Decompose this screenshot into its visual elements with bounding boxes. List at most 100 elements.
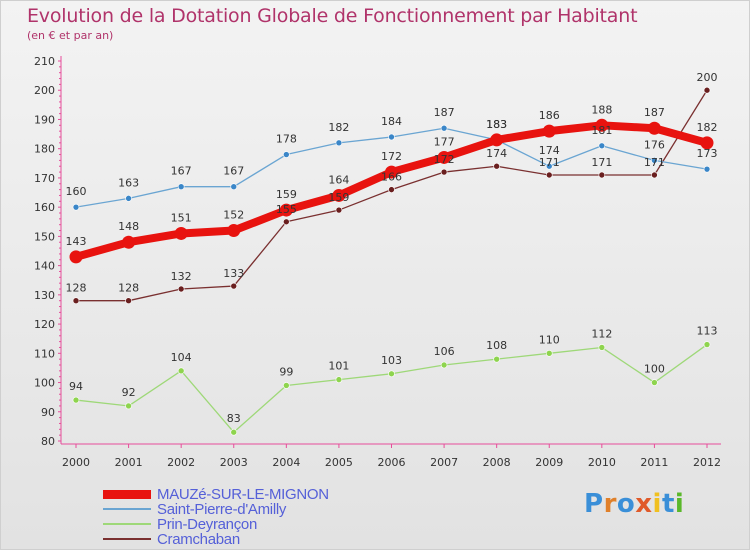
data-point-1 xyxy=(125,195,132,202)
data-label: 143 xyxy=(66,235,87,248)
x-tick-label: 2001 xyxy=(115,456,143,469)
legend-swatch-cramchaban xyxy=(103,538,151,540)
data-label: 187 xyxy=(644,106,665,119)
data-point-2 xyxy=(283,382,290,389)
legend-label-saint-pierre: Saint-Pierre-d'Amilly xyxy=(157,500,287,518)
legend-item-cramchaban: Cramchaban xyxy=(103,530,240,548)
logo-letter: x xyxy=(635,489,653,519)
data-label: 112 xyxy=(591,327,612,340)
y-tick-label: 180 xyxy=(34,143,55,156)
data-labels: 143 148 151 152 159 164 172 177 183 186 188 187 182 1… xyxy=(66,71,718,425)
data-point-3 xyxy=(230,282,238,290)
y-tick-label: 170 xyxy=(34,172,55,185)
data-point-3 xyxy=(651,171,658,179)
data-label: 133 xyxy=(223,267,244,280)
logo-letter: i xyxy=(652,489,662,519)
x-tick-label: 2007 xyxy=(430,456,458,469)
data-point-1 xyxy=(651,157,658,164)
data-label: 171 xyxy=(591,156,612,169)
data-point-0 xyxy=(647,121,661,135)
data-label: 181 xyxy=(591,124,612,137)
x-tick-label: 2005 xyxy=(325,456,353,469)
series-lines xyxy=(72,89,711,433)
legend-label-cramchaban: Cramchaban xyxy=(157,530,240,548)
data-point-3 xyxy=(598,171,606,179)
data-label: 173 xyxy=(697,147,718,160)
data-point-1 xyxy=(703,165,711,173)
data-point-2 xyxy=(388,370,395,378)
logo-letter: P xyxy=(584,489,604,519)
data-point-2 xyxy=(651,379,658,386)
data-point-2 xyxy=(703,341,711,348)
data-label: 182 xyxy=(328,121,349,134)
data-point-0 xyxy=(542,124,556,138)
data-point-1 xyxy=(72,203,80,211)
x-tick-label: 2012 xyxy=(693,456,721,469)
data-label: 106 xyxy=(434,345,455,358)
data-label: 110 xyxy=(539,333,560,346)
chart-subtitle: (en € et par an) xyxy=(27,29,114,42)
data-label: 100 xyxy=(644,363,665,376)
data-label: 164 xyxy=(328,173,349,186)
data-point-1 xyxy=(283,151,290,158)
data-point-2 xyxy=(335,376,343,383)
data-label: 152 xyxy=(223,209,244,222)
y-tick-label: 100 xyxy=(34,377,55,390)
data-point-0 xyxy=(437,150,451,164)
x-tick-label: 2008 xyxy=(483,456,511,469)
data-point-2 xyxy=(440,361,448,369)
series-markers xyxy=(69,86,714,436)
x-tick-label: 2000 xyxy=(62,456,90,469)
legend-item-mauze: MAUZé-SUR-LE-MIGNON xyxy=(103,485,329,503)
data-label: 159 xyxy=(276,188,297,201)
legend-swatch-saint-pierre xyxy=(103,508,151,510)
data-label: 172 xyxy=(434,153,455,166)
data-label: 186 xyxy=(539,109,560,122)
x-tick-label: 2002 xyxy=(167,456,195,469)
y-tick-label: 90 xyxy=(41,406,55,419)
data-label: 99 xyxy=(279,365,293,378)
logo-letter: o xyxy=(616,489,636,519)
data-point-0 xyxy=(332,188,346,202)
data-point-0 xyxy=(122,235,136,249)
data-point-3 xyxy=(703,86,711,94)
data-point-3 xyxy=(72,297,80,304)
data-label: 108 xyxy=(486,339,507,352)
y-tick-label: 160 xyxy=(34,201,55,214)
data-point-0 xyxy=(279,203,293,217)
y-tick-label: 200 xyxy=(34,84,55,97)
data-label: 128 xyxy=(66,282,87,295)
data-point-2 xyxy=(72,396,80,404)
data-point-3 xyxy=(493,162,500,170)
legend-swatch-mauze xyxy=(103,489,151,499)
data-label: 104 xyxy=(171,351,192,364)
data-label: 159 xyxy=(328,191,349,204)
data-point-0 xyxy=(490,133,504,147)
data-point-3 xyxy=(388,186,395,193)
legend-label-mauze: MAUZé-SUR-LE-MIGNON xyxy=(157,485,329,503)
legend-item-saint-pierre: Saint-Pierre-d'Amilly xyxy=(103,500,287,518)
data-label: 132 xyxy=(171,270,192,283)
data-point-0 xyxy=(227,224,241,238)
data-point-3 xyxy=(335,206,343,214)
data-label: 183 xyxy=(486,118,507,131)
data-point-2 xyxy=(598,344,606,351)
x-tick-label: 2010 xyxy=(588,456,616,469)
data-label: 113 xyxy=(697,325,718,338)
data-label: 171 xyxy=(644,156,665,169)
x-tick-label: 2003 xyxy=(220,456,248,469)
data-label: 182 xyxy=(697,121,718,134)
data-point-3 xyxy=(177,285,185,293)
data-label: 155 xyxy=(276,203,297,216)
data-label: 151 xyxy=(171,211,192,224)
axes: 8090100110120130140150160170180190200210… xyxy=(34,55,721,469)
data-point-0 xyxy=(174,226,188,240)
data-label: 94 xyxy=(69,380,83,393)
data-label: 163 xyxy=(118,176,139,189)
logo-letter: t xyxy=(661,489,675,519)
data-point-0 xyxy=(385,165,398,179)
data-label: 171 xyxy=(539,156,560,169)
data-label: 166 xyxy=(381,171,402,184)
